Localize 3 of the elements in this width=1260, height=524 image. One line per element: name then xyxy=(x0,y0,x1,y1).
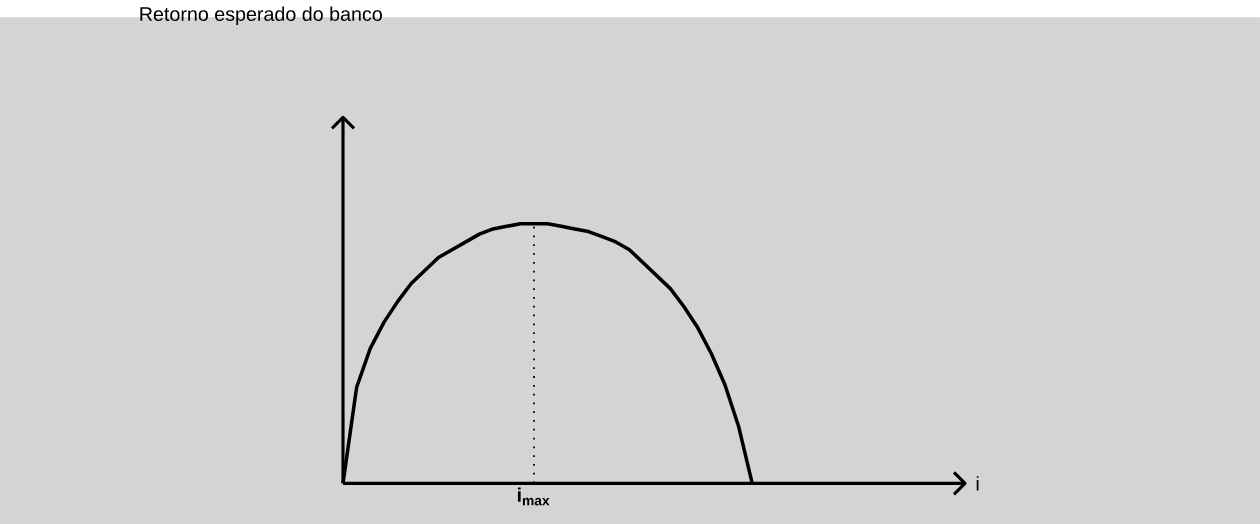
text: i$_{max}$ xyxy=(517,487,550,506)
chart-title: Retorno esperado do banco xyxy=(140,6,382,25)
text: i xyxy=(976,476,979,491)
